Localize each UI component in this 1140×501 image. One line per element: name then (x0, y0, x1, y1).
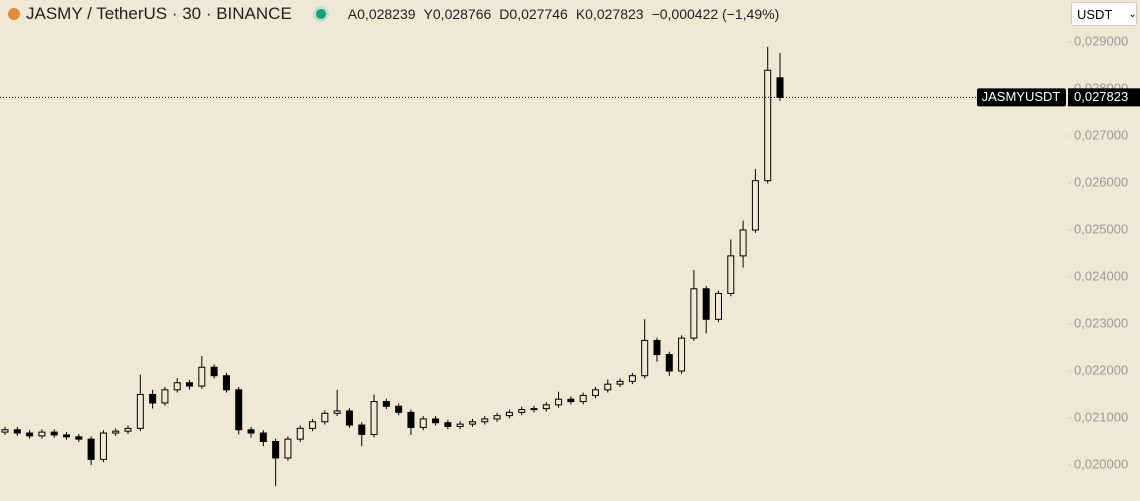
candle-body (456, 423, 464, 427)
candle-body (714, 292, 722, 320)
candle-body (13, 429, 21, 434)
ohlc-key: A (347, 6, 358, 22)
candle-body (173, 382, 181, 391)
candle-body (518, 409, 526, 413)
candle-body (87, 438, 95, 460)
currency-select[interactable]: USDT ⌄ (1071, 2, 1137, 26)
candle-body (419, 418, 427, 428)
price-tag (1068, 88, 1140, 107)
candle-body (690, 288, 698, 339)
candle-body (751, 180, 759, 231)
candle-body (284, 438, 292, 459)
candle-body (186, 382, 194, 387)
candle-body (112, 430, 120, 434)
candle-body (591, 389, 599, 396)
symbol[interactable]: JASMY / TetherUS · 30 · BINANCE (26, 4, 292, 23)
candle-body (136, 394, 144, 429)
candle-body (764, 69, 772, 182)
ohlc-value: 0,027746 (509, 6, 568, 22)
candle-body (444, 422, 452, 427)
candle-body (222, 375, 230, 391)
candle-body (567, 398, 575, 403)
candle-body (468, 421, 476, 425)
candle-body (542, 404, 550, 410)
ohlc-value: 0,028239 (357, 6, 416, 22)
candle-body (26, 432, 34, 437)
candle-body (272, 441, 280, 459)
y-tick-label: 0,027000 (1074, 127, 1128, 142)
candle-body (38, 431, 46, 437)
candle-body (75, 436, 83, 440)
candle-body (1, 429, 9, 433)
candle-body (555, 398, 563, 406)
symbol-icon (8, 8, 20, 20)
candle-body (50, 431, 58, 436)
candle-body (259, 432, 267, 443)
currency: USDT (1077, 6, 1113, 22)
candle-body (493, 415, 501, 420)
candle-body (628, 375, 636, 382)
candle-body (358, 424, 366, 435)
y-tick-label: 0,029000 (1074, 33, 1128, 48)
candle-body (505, 411, 513, 417)
candle-body (99, 432, 107, 460)
candle-body (333, 410, 341, 414)
candle-body (776, 77, 784, 98)
ohlc-value: 0,027823 (585, 6, 644, 22)
symbol-tag-label: JASMYUSDT (982, 89, 1061, 104)
status-dot (315, 9, 326, 19)
y-tick-label: 0,021000 (1074, 409, 1128, 424)
y-tick-label: 0,022000 (1074, 362, 1128, 377)
candle-body (296, 427, 304, 440)
y-tick-label: 0,023000 (1074, 315, 1128, 330)
candle-body (63, 434, 71, 438)
candle-body (345, 410, 353, 426)
candle-body (407, 411, 415, 428)
candle-body (124, 427, 132, 432)
candle-body (481, 418, 489, 423)
candle-body (665, 354, 673, 372)
candle-body (321, 412, 329, 423)
candle-body (653, 339, 661, 356)
candle-body (530, 408, 538, 411)
candle-body (739, 229, 747, 257)
y-tick-label: 0,026000 (1074, 174, 1128, 189)
candle-body (641, 339, 649, 377)
price-tag-label: 0,027823 (1074, 89, 1128, 104)
candle-body (198, 366, 206, 387)
candle-body (210, 366, 218, 377)
symbol-tag (977, 88, 1066, 107)
candle-body (702, 288, 710, 320)
y-tick-label: 0,025000 (1074, 221, 1128, 236)
candle-body (432, 418, 440, 424)
candle-body (247, 429, 255, 434)
y-tick-label: 0,024000 (1074, 268, 1128, 283)
candle-body (616, 380, 624, 385)
candle-body (678, 337, 686, 372)
candle-body (161, 389, 169, 404)
ohlc-value: 0,028766 (432, 6, 492, 22)
candle-body (370, 401, 378, 435)
candle-body (395, 405, 403, 413)
header: JASMY / TetherUS · 30 · BINANCE A0,02823… (8, 3, 779, 25)
candle-body (235, 389, 243, 431)
candle-body (309, 421, 317, 429)
y-tick-label: 0,020000 (1074, 456, 1128, 471)
ohlc-key: Y (423, 6, 433, 22)
ohlc-key: K (575, 6, 586, 22)
chevron: ⌄ (1128, 8, 1137, 20)
ohlc-values: A0,028239 Y0,028766 D0,027746 K0,027823 (348, 6, 644, 22)
candle-body (727, 255, 735, 294)
candle-body (604, 383, 612, 391)
candle-body (579, 394, 587, 403)
ohlc-key: D (499, 6, 510, 22)
candle-body (149, 394, 157, 404)
change: −0,000422 (−1,49%) (651, 6, 780, 22)
candle-body (382, 401, 390, 407)
